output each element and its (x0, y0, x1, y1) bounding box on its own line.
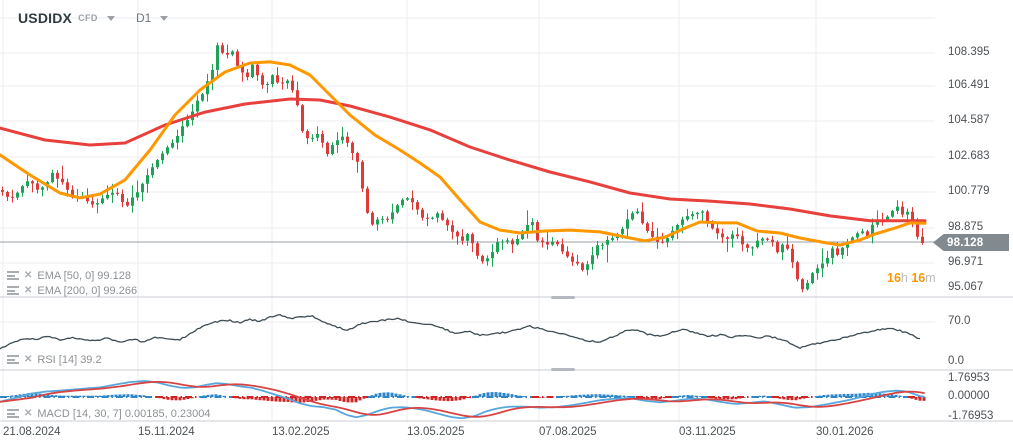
timeframe-selector[interactable]: D1 (136, 11, 169, 25)
current-price-badge: 98.128 (933, 234, 1009, 251)
ema50-close-icon[interactable]: ✕ (24, 269, 33, 281)
rsi-close-icon[interactable]: ✕ (24, 353, 33, 365)
macd-signal-line[interactable] (0, 380, 925, 418)
macd-settings-icon[interactable] (7, 409, 19, 418)
rsi-axis-label: 70.0 (948, 315, 971, 327)
date-axis-label: 03.11.2025 (679, 426, 736, 438)
timeframe-dropdown-caret-icon[interactable] (160, 15, 169, 21)
countdown-hours-unit: h (900, 271, 908, 285)
price-axis-label: 106.491 (948, 79, 990, 91)
candle-countdown-timer: 16h 16m (887, 271, 936, 285)
rsi-label: RSI [14] 39.2 (37, 353, 102, 366)
rsi-settings-icon[interactable] (7, 355, 19, 364)
countdown-hours: 16 (887, 271, 901, 285)
price-axis-label: 96.971 (948, 256, 984, 268)
symbol-dropdown-caret-icon[interactable] (106, 15, 115, 21)
macd-histogram (0, 392, 926, 403)
ema50-line[interactable] (0, 60, 927, 247)
price-axis-label: 95.067 (948, 281, 984, 293)
rsi-line[interactable] (0, 313, 921, 350)
indicator-row-ema50: ✕ EMA [50, 0] 99.128 (7, 269, 131, 282)
ema200-line[interactable] (0, 97, 927, 223)
pane-resize-handle[interactable] (551, 368, 575, 371)
pane-resize-handle[interactable] (551, 296, 575, 299)
grid-lines (0, 0, 935, 421)
date-axis-label: 13.05.2025 (407, 426, 465, 438)
price-axis-label: 104.587 (948, 114, 990, 126)
date-axis-label: 21.08.2024 (3, 426, 61, 438)
instrument-header[interactable]: USDIDX CFD (18, 9, 115, 27)
price-axis-label: 98.875 (948, 221, 984, 233)
ema200-settings-icon[interactable] (7, 286, 19, 295)
price-axis-label: 100.779 (948, 185, 990, 197)
instrument-type-badge: CFD (78, 13, 98, 23)
ema200-label: EMA [200, 0] 99.266 (37, 284, 138, 297)
date-axis-label: 15.11.2024 (138, 426, 195, 438)
ema50-settings-icon[interactable] (7, 271, 19, 280)
macd-axis-label: 0.00000 (948, 390, 990, 402)
indicator-row-macd: ✕ MACD [14, 30, 7] 0.00185, 0.23004 (7, 407, 210, 420)
rsi-axis-label: 0.0 (948, 355, 964, 367)
candlestick-series[interactable] (1, 42, 924, 293)
countdown-minutes: 16 (911, 271, 926, 285)
macd-axis-label: -1.76953 (948, 410, 994, 422)
countdown-minutes-unit: m (925, 271, 936, 285)
date-axis-label: 30.01.2026 (816, 426, 874, 438)
price-axis-label: 108.395 (948, 46, 990, 58)
price-axis-label: 102.683 (948, 150, 990, 162)
ema50-label: EMA [50, 0] 99.128 (37, 269, 131, 282)
instrument-symbol: USDIDX (18, 10, 73, 26)
indicator-row-rsi: ✕ RSI [14] 39.2 (7, 353, 102, 366)
indicator-row-ema200: ✕ EMA [200, 0] 99.266 (7, 284, 137, 297)
macd-label: MACD [14, 30, 7] 0.00185, 0.23004 (37, 407, 211, 420)
macd-close-icon[interactable]: ✕ (24, 407, 33, 419)
date-axis-label: 13.02.2025 (272, 426, 330, 438)
current-price-value: 98.128 (947, 236, 984, 249)
ema200-close-icon[interactable]: ✕ (24, 284, 33, 296)
timeframe-value: D1 (136, 11, 152, 25)
date-axis-label: 07.08.2025 (539, 426, 597, 438)
macd-axis-label: 1.76953 (948, 372, 990, 384)
